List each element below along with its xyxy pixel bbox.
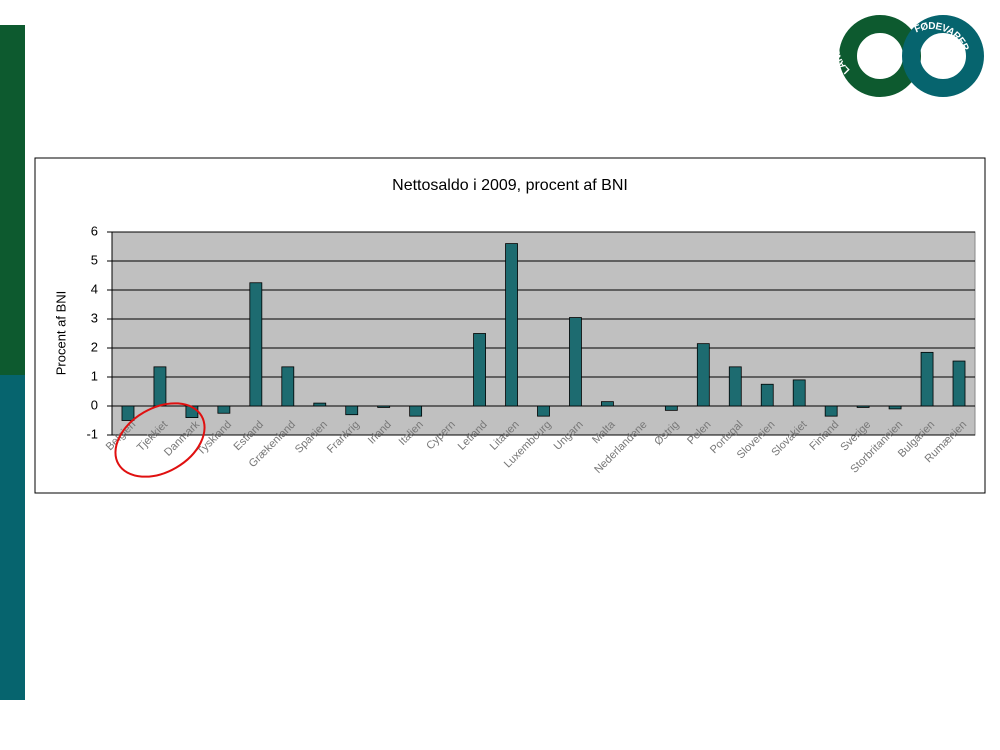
bar bbox=[920, 351, 934, 407]
bar bbox=[409, 405, 423, 417]
bar bbox=[569, 317, 582, 407]
bar bbox=[601, 401, 614, 407]
chart-title: Nettosaldo i 2009, procent af BNI bbox=[392, 177, 628, 194]
y-tick-label: 6 bbox=[91, 223, 98, 238]
y-tick-label: 1 bbox=[91, 368, 98, 383]
bar bbox=[505, 243, 518, 407]
y-tick-label: 4 bbox=[91, 281, 98, 296]
logo: LANDBRUG FØDEVARER bbox=[831, 15, 984, 97]
y-tick-label: 3 bbox=[91, 310, 98, 325]
bar bbox=[728, 366, 742, 407]
bar bbox=[345, 405, 359, 416]
highlight-ellipse bbox=[114, 402, 206, 478]
bar bbox=[792, 379, 806, 407]
y-tick-label: 2 bbox=[91, 339, 98, 354]
bar bbox=[473, 333, 486, 407]
plot-area bbox=[111, 231, 976, 436]
side-bar-green bbox=[0, 25, 25, 375]
bar bbox=[537, 405, 550, 417]
bar bbox=[281, 366, 295, 407]
bar bbox=[121, 405, 135, 421]
bar bbox=[249, 282, 263, 407]
bar bbox=[153, 366, 167, 407]
bar bbox=[888, 405, 902, 410]
bar bbox=[217, 405, 231, 414]
y-tick-label: 0 bbox=[91, 397, 98, 412]
y-axis-label: Procent af BNI bbox=[53, 291, 68, 376]
bar bbox=[856, 405, 870, 408]
bar bbox=[377, 405, 391, 408]
y-tick-label: -1 bbox=[86, 426, 98, 441]
bar bbox=[696, 343, 710, 407]
logo-ring-right bbox=[902, 15, 984, 97]
bar bbox=[760, 383, 774, 407]
y-tick-label: 5 bbox=[91, 252, 98, 267]
bar bbox=[952, 360, 966, 407]
bar bbox=[664, 405, 678, 411]
side-bar-teal bbox=[0, 375, 25, 700]
bar bbox=[824, 405, 838, 417]
bar bbox=[313, 402, 327, 407]
